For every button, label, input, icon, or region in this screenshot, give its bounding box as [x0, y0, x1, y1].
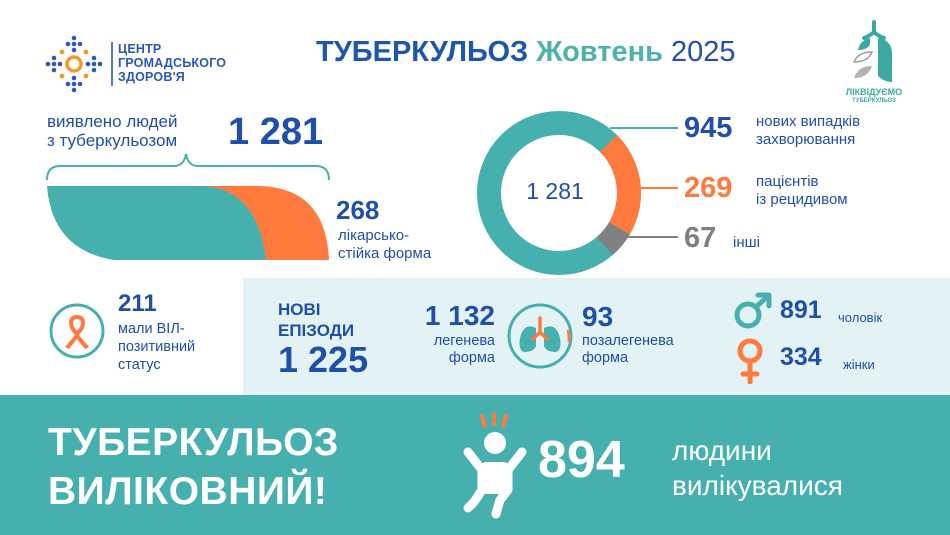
male-value: 891 — [780, 296, 822, 324]
campaign-logo — [848, 20, 900, 88]
happy-person-icon — [460, 410, 530, 522]
female-value: 334 — [780, 343, 822, 371]
hiv-label: мали ВІЛ- позитивний статус — [118, 321, 196, 373]
org-logo — [44, 34, 104, 94]
other-label: інші — [733, 234, 760, 251]
campaign-logo-subtext: ТУБЕРКУЛЬОЗ — [852, 98, 896, 104]
connector-line-relapse — [638, 187, 678, 189]
donut-svg — [477, 111, 641, 275]
lungs-badge — [506, 302, 574, 370]
female-icon — [735, 338, 767, 385]
male-symbol-icon — [734, 292, 772, 329]
hiv-value: 211 — [118, 290, 157, 317]
drug-resistant-value: 268 — [336, 195, 380, 225]
relapse-label: пацієнтів із рецидивом — [756, 173, 848, 208]
title-topic: ТУБЕРКУЛЬОЗ — [316, 36, 529, 68]
cured-value: 894 — [538, 431, 625, 489]
lungs-icon — [507, 303, 573, 369]
other-value: 67 — [684, 222, 717, 254]
title-month: Жовтень — [536, 36, 663, 68]
detected-value: 1 281 — [228, 111, 324, 153]
detected-label: виявлено людей з туберкульозом — [47, 112, 178, 150]
extrapulmonary-label: позалегенева форма — [582, 333, 674, 366]
connector-line-other — [624, 236, 678, 238]
jumping-person-icon — [463, 412, 527, 519]
male-icon — [733, 292, 773, 330]
drug-resistant-label: лікарсько- стійка форма — [338, 227, 432, 262]
new-cases-value: 945 — [684, 112, 733, 144]
relapse-value: 269 — [684, 172, 733, 204]
pulmonary-label: легенева форма — [433, 333, 495, 366]
campaign-logo-text: ЛІКВІДУЄМО — [845, 87, 903, 97]
title-year: 2025 — [670, 36, 736, 68]
ribbon-icon — [49, 303, 105, 359]
banner-title: ТУБЕРКУЛЬОЗ ВИЛІКОВНИЙ! — [48, 421, 339, 513]
org-logo-icon — [45, 35, 103, 93]
bar-shape — [46, 153, 330, 260]
detected-bar-chart — [44, 150, 334, 265]
new-cases-label: нових випадків захворювання — [756, 113, 861, 148]
extrapulmonary-value: 93 — [582, 301, 614, 332]
male-label: чоловік — [838, 310, 883, 325]
org-logo-text: ЦЕНТР ГРОМАДСЬКОГО ЗДОРОВ'Я — [118, 42, 227, 84]
page-title: ТУБЕРКУЛЬОЗ Жовтень 2025 — [316, 36, 736, 69]
lungs-leaf-icon — [852, 20, 892, 82]
pulmonary-value: 1 132 — [424, 300, 495, 331]
new-episodes-value: 1 225 — [278, 339, 369, 380]
donut-center-value: 1 281 — [526, 178, 584, 204]
donut-chart — [476, 110, 642, 276]
female-label: жінки — [843, 357, 875, 372]
connector-line-new — [610, 127, 678, 129]
cured-label: людини вилікувалися — [672, 435, 843, 501]
female-symbol-icon — [737, 338, 763, 385]
new-episodes-label: НОВІ ЕПІЗОДИ — [278, 300, 355, 340]
new-episodes-panel — [243, 278, 950, 395]
logo-divider — [111, 42, 113, 86]
hiv-ribbon-badge — [49, 303, 105, 359]
